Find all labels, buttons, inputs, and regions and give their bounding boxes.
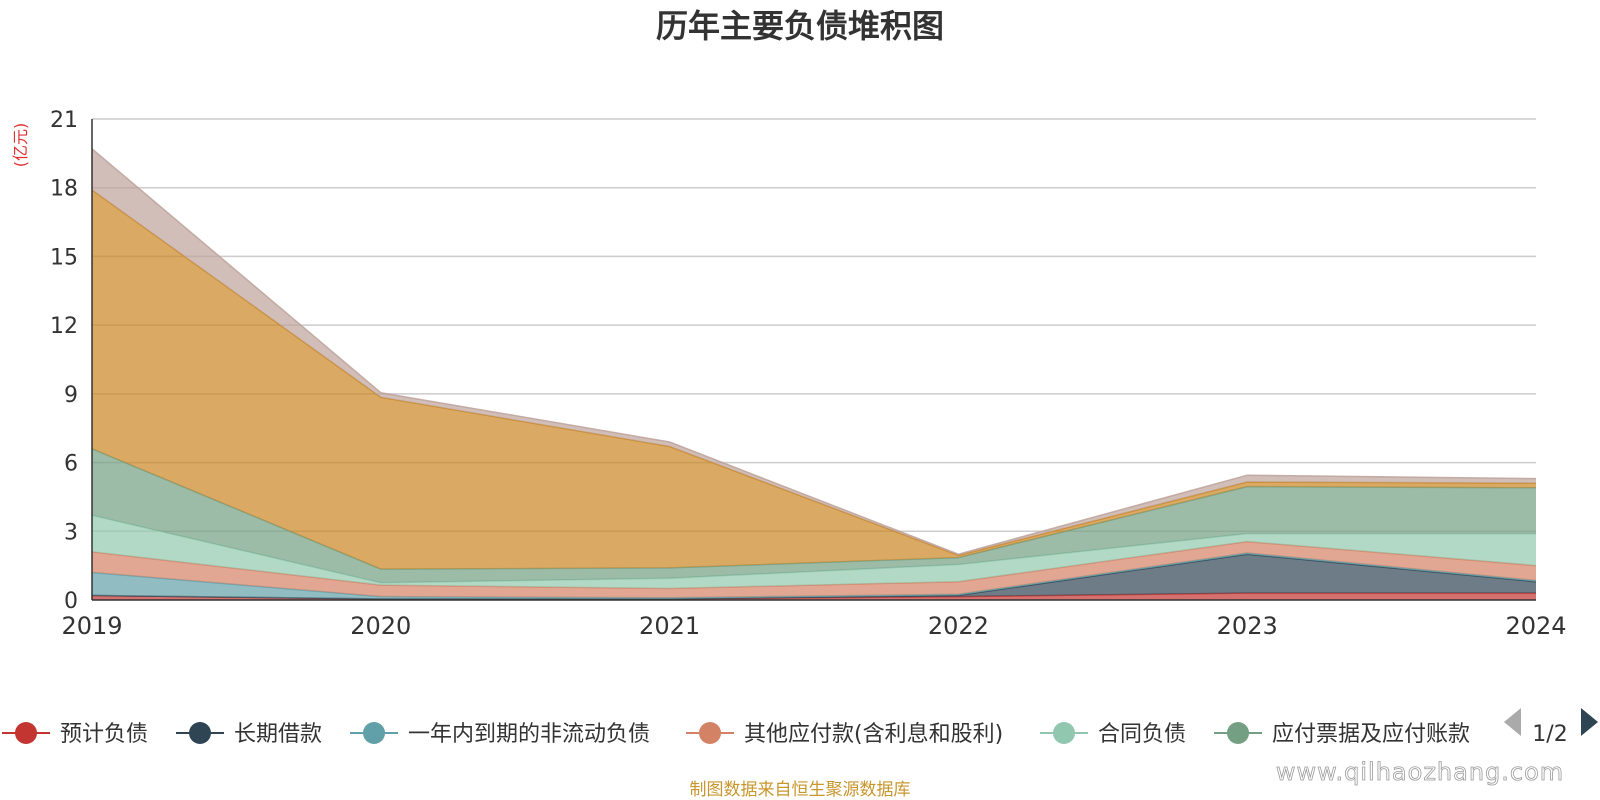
- legend-label: 应付票据及应付账款: [1272, 722, 1470, 747]
- area-series-0: [92, 593, 1536, 600]
- y-tick-label: 6: [64, 452, 78, 477]
- area-series-1: [92, 554, 1536, 599]
- legend: 预计负债 长期借款 一年内到期的非流动负债 其他应付款(含利息和股利) 合同负债 应付票据…: [2, 722, 1470, 747]
- y-tick-label: 9: [64, 383, 78, 408]
- line-series-7: [91, 148, 1537, 555]
- legend-prev-icon[interactable]: [1504, 708, 1521, 736]
- y-tick-label: 21: [50, 108, 78, 133]
- y-tick-labels: 0 3 6 9 12 15 18 21: [50, 108, 78, 614]
- legend-page-indicator: 1/2: [1532, 722, 1567, 747]
- axes: [91, 119, 1536, 601]
- legend-item[interactable]: 其他应付款(含利息和股利): [686, 722, 1003, 747]
- x-tick-label: 2023: [1217, 612, 1278, 640]
- legend-item[interactable]: 预计负债: [2, 722, 148, 747]
- stacked-areas: [91, 148, 1537, 600]
- legend-label: 合同负债: [1098, 722, 1186, 747]
- watermark: www.qilhaozhang.com: [1276, 758, 1564, 786]
- legend-marker: [363, 722, 385, 744]
- area-series-3: [92, 541, 1536, 598]
- legend-marker: [15, 722, 37, 744]
- legend-label: 一年内到期的非流动负债: [408, 722, 650, 747]
- x-tick-label: 2022: [928, 612, 989, 640]
- area-series-6: [92, 190, 1536, 570]
- x-tick-label: 2024: [1505, 612, 1566, 640]
- data-source: 制图数据来自恒生聚源数据库: [690, 780, 911, 800]
- area-series-5: [92, 448, 1536, 583]
- y-tick-label: 12: [50, 314, 78, 339]
- legend-marker: [1053, 722, 1075, 744]
- y-tick-label: 3: [64, 520, 78, 545]
- legend-label: 长期借款: [234, 722, 322, 747]
- legend-marker: [1227, 722, 1249, 744]
- legend-next-icon[interactable]: [1581, 708, 1598, 736]
- legend-marker: [189, 722, 211, 744]
- x-tick-label: 2021: [639, 612, 700, 640]
- y-tick-label: 18: [50, 177, 78, 202]
- legend-item[interactable]: 长期借款: [176, 722, 322, 747]
- y-tick-label: 0: [64, 589, 78, 614]
- legend-item[interactable]: 应付票据及应付账款: [1214, 722, 1470, 747]
- legend-pager: 1/2: [1504, 708, 1598, 747]
- legend-item[interactable]: 一年内到期的非流动负债: [350, 722, 650, 747]
- area-series-2: [92, 553, 1536, 599]
- y-tick-label: 15: [50, 245, 78, 270]
- legend-marker: [699, 722, 721, 744]
- x-tick-labels: 2019 2020 2021 2022 2023 2024: [61, 612, 1566, 640]
- chart-title: 历年主要负债堆积图: [656, 7, 944, 45]
- legend-item[interactable]: 合同负债: [1040, 722, 1186, 747]
- legend-label: 预计负债: [60, 722, 148, 747]
- y-axis-unit: (亿元): [11, 123, 30, 168]
- area-series-4: [92, 515, 1536, 589]
- x-tick-label: 2019: [61, 612, 122, 640]
- legend-label: 其他应付款(含利息和股利): [744, 722, 1003, 747]
- x-tick-label: 2020: [350, 612, 411, 640]
